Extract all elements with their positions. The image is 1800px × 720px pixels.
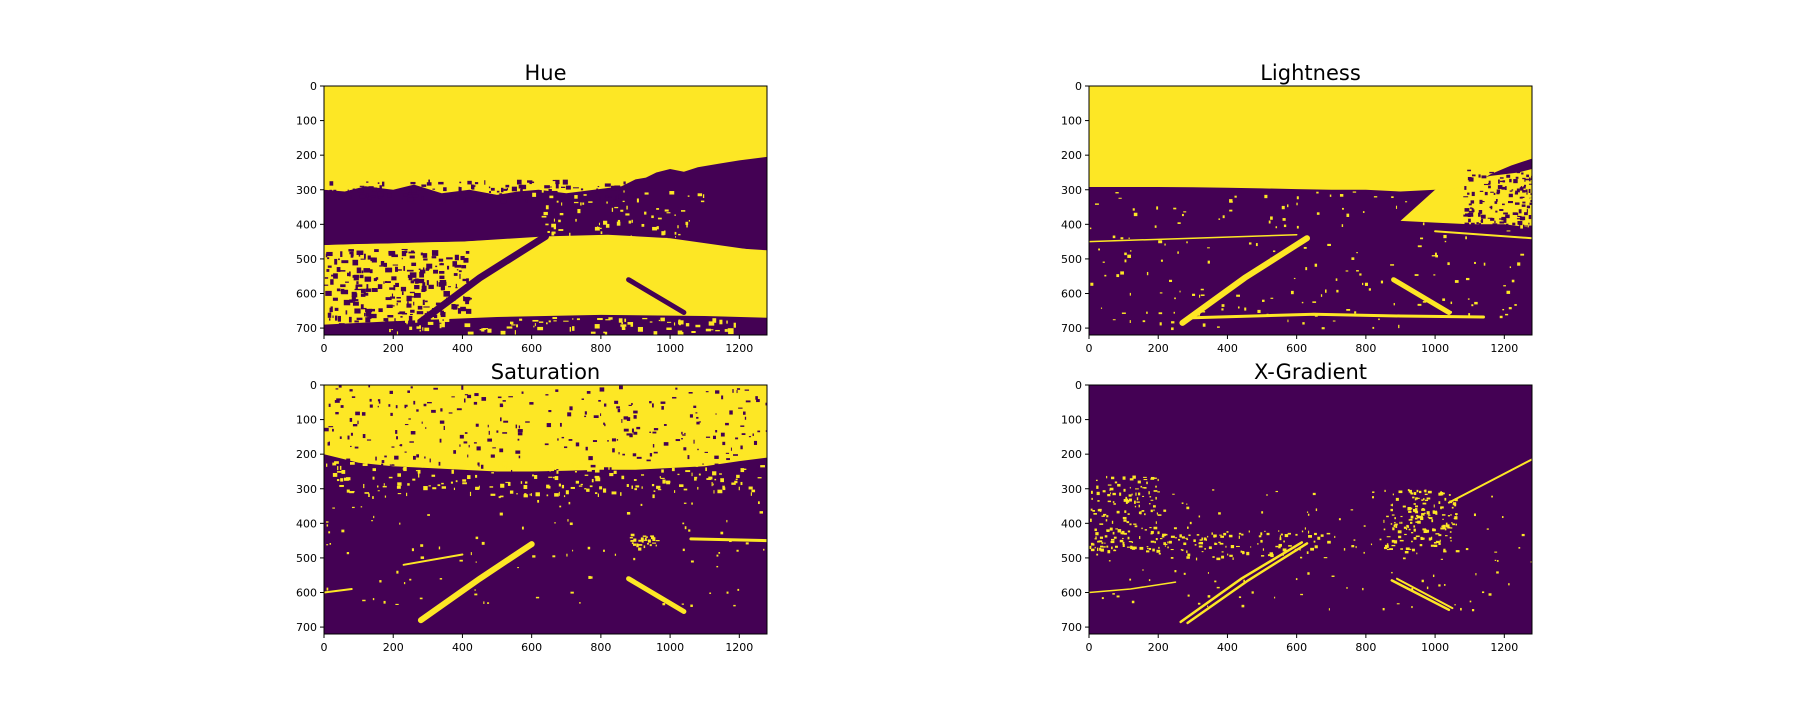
hue-axes-frame	[323, 85, 768, 336]
panel-saturation: Saturation 0 200 400 600 800 1000 1200 0 100 200 3…	[296, 360, 768, 654]
panel-title-hue: Hue	[524, 61, 566, 85]
panel-title-saturation: Saturation	[491, 360, 600, 384]
saturation-image	[324, 385, 767, 634]
y-tick-label: 500	[1061, 552, 1082, 565]
y-tick-label: 400	[296, 517, 317, 530]
y-tick-label: 0	[310, 80, 317, 93]
x-tick-label: 400	[452, 641, 473, 654]
x-gradient-image	[1089, 385, 1532, 634]
x-tick-label: 1200	[1490, 342, 1518, 355]
x-tick-label: 1000	[656, 342, 684, 355]
x-tick-label: 600	[521, 641, 542, 654]
y-tick-label: 200	[1061, 448, 1082, 461]
y-tick-label: 300	[296, 184, 317, 197]
x-tick-label: 1200	[725, 342, 753, 355]
panel-hue: Hue 0 200 400 600 800 1000 1200 0 100 200 300 400 50…	[296, 61, 768, 355]
y-tick-label: 200	[296, 149, 317, 162]
y-tick-label: 400	[1061, 517, 1082, 530]
lightness-axes-frame	[1088, 85, 1533, 336]
x-tick-label: 200	[383, 641, 404, 654]
y-tick-label: 500	[1061, 253, 1082, 266]
x-tick-label: 600	[1286, 342, 1307, 355]
y-tick-label: 0	[1075, 80, 1082, 93]
x-tick-label: 800	[590, 641, 611, 654]
y-tick-label: 200	[296, 448, 317, 461]
x-tick-label: 200	[1148, 342, 1169, 355]
hue-ticks: 0 200 400 600 800 1000 1200 0 100 200 300 400 500 600…	[296, 80, 753, 355]
y-tick-label: 500	[296, 552, 317, 565]
lightness-image	[1089, 86, 1532, 335]
panel-title-x-gradient: X-Gradient	[1254, 360, 1367, 384]
x-tick-label: 1000	[1421, 342, 1449, 355]
y-tick-label: 700	[296, 322, 317, 335]
y-tick-label: 600	[1061, 288, 1082, 301]
y-tick-label: 300	[296, 483, 317, 496]
y-tick-label: 500	[296, 253, 317, 266]
x-tick-label: 0	[1086, 342, 1093, 355]
x-tick-label: 400	[1217, 641, 1238, 654]
y-tick-label: 600	[1061, 587, 1082, 600]
y-tick-label: 300	[1061, 184, 1082, 197]
saturation-axes-frame	[323, 384, 768, 635]
y-tick-label: 700	[1061, 621, 1082, 634]
panel-x-gradient: X-Gradient 0 200 400 600 800 1000 1200 0 100 200 3…	[1061, 360, 1533, 654]
y-tick-label: 600	[296, 587, 317, 600]
y-tick-label: 200	[1061, 149, 1082, 162]
y-tick-label: 0	[310, 379, 317, 392]
y-tick-label: 600	[296, 288, 317, 301]
x-tick-label: 1200	[1490, 641, 1518, 654]
x-tick-label: 200	[1148, 641, 1169, 654]
saturation-ticks: 0 200 400 600 800 1000 1200 0 100 200 300 400 500 600…	[296, 379, 753, 654]
y-tick-label: 0	[1075, 379, 1082, 392]
x-tick-label: 400	[1217, 342, 1238, 355]
x-tick-label: 800	[1355, 641, 1376, 654]
x-tick-label: 800	[1355, 342, 1376, 355]
x-gradient-axes-frame	[1088, 384, 1533, 635]
y-tick-label: 700	[296, 621, 317, 634]
x-tick-label: 0	[321, 342, 328, 355]
panel-title-lightness: Lightness	[1260, 61, 1361, 85]
y-tick-label: 300	[1061, 483, 1082, 496]
x-tick-label: 0	[321, 641, 328, 654]
x-tick-label: 600	[1286, 641, 1307, 654]
x-tick-label: 0	[1086, 641, 1093, 654]
x-tick-label: 800	[590, 342, 611, 355]
y-tick-label: 100	[296, 115, 317, 128]
lightness-ticks: 0 200 400 600 800 1000 1200 0 100 200 300 400 500 600…	[1061, 80, 1518, 355]
x-tick-label: 1000	[656, 641, 684, 654]
y-tick-label: 100	[1061, 115, 1082, 128]
hue-image	[324, 86, 767, 335]
y-tick-label: 400	[1061, 218, 1082, 231]
x-tick-label: 200	[383, 342, 404, 355]
x-tick-label: 1200	[725, 641, 753, 654]
x-tick-label: 400	[452, 342, 473, 355]
y-tick-label: 700	[1061, 322, 1082, 335]
y-tick-label: 100	[1061, 414, 1082, 427]
x-tick-label: 1000	[1421, 641, 1449, 654]
y-tick-label: 400	[296, 218, 317, 231]
x-tick-label: 600	[521, 342, 542, 355]
y-tick-label: 100	[296, 414, 317, 427]
x-gradient-ticks: 0 200 400 600 800 1000 1200 0 100 200 300 400 500 600…	[1061, 379, 1518, 654]
panel-lightness: Lightness 0 200 400 600 800 1000 1200 0 100 200 30…	[1061, 61, 1533, 355]
